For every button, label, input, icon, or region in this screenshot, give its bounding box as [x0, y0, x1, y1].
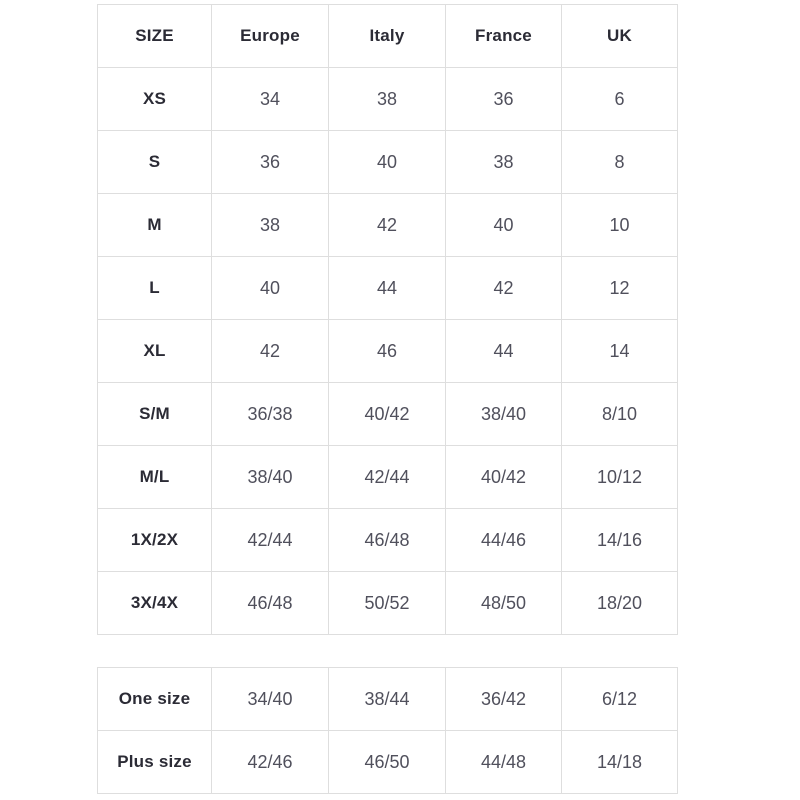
- table-row: XL 42 46 44 14: [97, 319, 678, 383]
- size-value-cell: 14: [561, 319, 678, 383]
- size-value-cell: 6: [561, 67, 678, 131]
- size-value-cell: 46/50: [328, 730, 446, 794]
- table-row: M/L 38/40 42/44 40/42 10/12: [97, 445, 678, 509]
- column-header: UK: [561, 4, 678, 68]
- size-value-cell: 38: [211, 193, 329, 257]
- size-value-cell: 46: [328, 319, 446, 383]
- size-value-cell: 42: [445, 256, 562, 320]
- size-conversion-table: SIZE Europe Italy France UK XS 34 38 36 6 S 36 40 38…: [97, 4, 678, 635]
- size-value-cell: 42/44: [328, 445, 446, 509]
- size-value-cell: 38: [328, 67, 446, 131]
- size-value-cell: 8/10: [561, 382, 678, 446]
- size-label-cell: 3X/4X: [97, 571, 212, 635]
- column-header: France: [445, 4, 562, 68]
- size-value-cell: 18/20: [561, 571, 678, 635]
- size-value-cell: 36: [211, 130, 329, 194]
- size-label-cell: S: [97, 130, 212, 194]
- size-value-cell: 38/44: [328, 667, 446, 731]
- size-value-cell: 34: [211, 67, 329, 131]
- size-value-cell: 48/50: [445, 571, 562, 635]
- size-label-cell: XL: [97, 319, 212, 383]
- size-value-cell: 8: [561, 130, 678, 194]
- size-value-cell: 6/12: [561, 667, 678, 731]
- size-value-cell: 36: [445, 67, 562, 131]
- size-value-cell: 38: [445, 130, 562, 194]
- table-row: One size 34/40 38/44 36/42 6/12: [97, 667, 678, 731]
- column-header: Italy: [328, 4, 446, 68]
- size-value-cell: 10/12: [561, 445, 678, 509]
- size-label-cell: M/L: [97, 445, 212, 509]
- size-value-cell: 38/40: [211, 445, 329, 509]
- size-label-cell: M: [97, 193, 212, 257]
- column-header: SIZE: [97, 4, 212, 68]
- size-value-cell: 36/42: [445, 667, 562, 731]
- table-header-row: SIZE Europe Italy France UK: [97, 4, 678, 68]
- table-row: S 36 40 38 8: [97, 130, 678, 194]
- size-label-cell: Plus size: [97, 730, 212, 794]
- size-value-cell: 40: [211, 256, 329, 320]
- table-row: 1X/2X 42/44 46/48 44/46 14/16: [97, 508, 678, 572]
- size-value-cell: 46/48: [328, 508, 446, 572]
- size-value-cell: 40: [445, 193, 562, 257]
- size-value-cell: 44/48: [445, 730, 562, 794]
- size-value-cell: 42/46: [211, 730, 329, 794]
- size-label-cell: One size: [97, 667, 212, 731]
- table-row: M 38 42 40 10: [97, 193, 678, 257]
- size-value-cell: 34/40: [211, 667, 329, 731]
- table-row: L 40 44 42 12: [97, 256, 678, 320]
- size-value-cell: 44: [445, 319, 562, 383]
- size-value-cell: 14/18: [561, 730, 678, 794]
- table-row: 3X/4X 46/48 50/52 48/50 18/20: [97, 571, 678, 635]
- size-value-cell: 12: [561, 256, 678, 320]
- size-value-cell: 46/48: [211, 571, 329, 635]
- size-value-cell: 44/46: [445, 508, 562, 572]
- table-row: S/M 36/38 40/42 38/40 8/10: [97, 382, 678, 446]
- size-value-cell: 44: [328, 256, 446, 320]
- size-label-cell: XS: [97, 67, 212, 131]
- size-value-cell: 40/42: [328, 382, 446, 446]
- size-value-cell: 50/52: [328, 571, 446, 635]
- size-label-cell: S/M: [97, 382, 212, 446]
- table-row: Plus size 42/46 46/50 44/48 14/18: [97, 730, 678, 794]
- size-value-cell: 42: [328, 193, 446, 257]
- size-value-cell: 10: [561, 193, 678, 257]
- size-value-cell: 40: [328, 130, 446, 194]
- size-label-cell: L: [97, 256, 212, 320]
- column-header: Europe: [211, 4, 329, 68]
- size-value-cell: 42/44: [211, 508, 329, 572]
- special-sizes-table: One size 34/40 38/44 36/42 6/12 Plus size 42/4…: [97, 667, 678, 794]
- size-value-cell: 36/38: [211, 382, 329, 446]
- size-value-cell: 14/16: [561, 508, 678, 572]
- size-value-cell: 42: [211, 319, 329, 383]
- size-value-cell: 38/40: [445, 382, 562, 446]
- table-row: XS 34 38 36 6: [97, 67, 678, 131]
- size-value-cell: 40/42: [445, 445, 562, 509]
- size-label-cell: 1X/2X: [97, 508, 212, 572]
